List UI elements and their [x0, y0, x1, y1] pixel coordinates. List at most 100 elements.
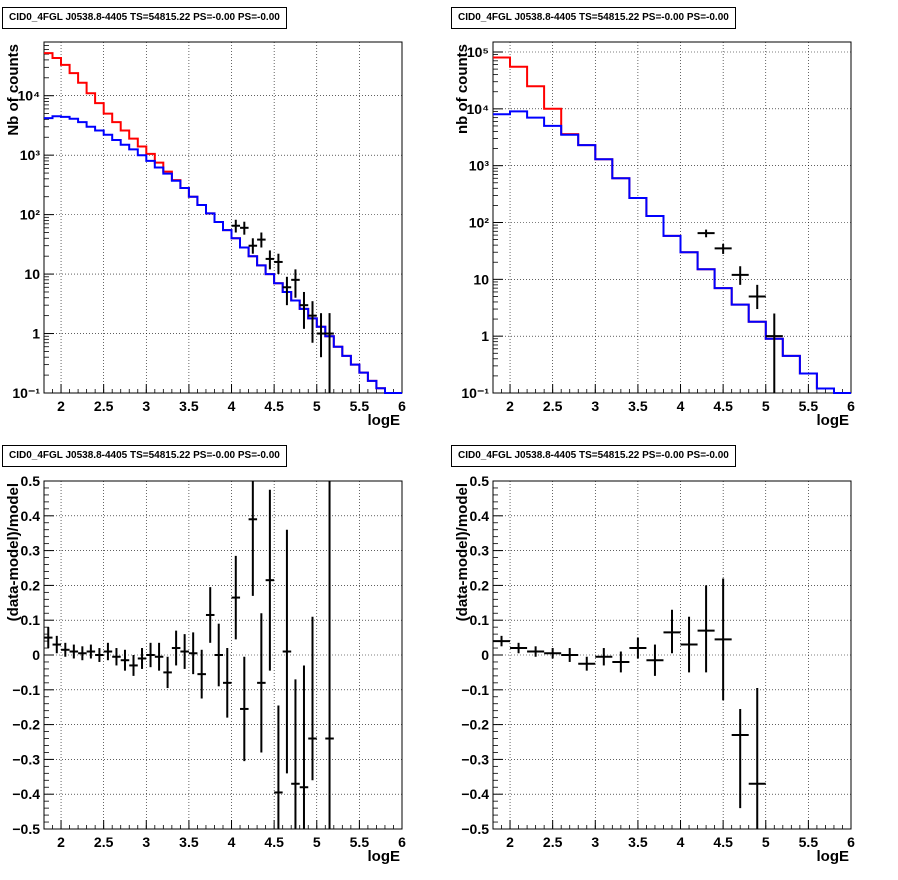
y-tick-label: 10⁻¹ — [12, 385, 40, 401]
x-tick-label: 5.5 — [799, 398, 819, 414]
y-tick-label: 1 — [32, 326, 40, 342]
data-point — [248, 238, 258, 254]
data-point — [274, 253, 283, 275]
y-tick-label: 10 — [473, 271, 489, 287]
y-tick-label: −0.3 — [461, 751, 489, 767]
residual-point — [146, 642, 155, 668]
y-tick-label: 0.3 — [470, 543, 490, 559]
residual-point — [52, 635, 62, 654]
x-tick-label: 6 — [398, 834, 406, 850]
y-tick-label: 10⁻¹ — [461, 385, 489, 401]
x-tick-label: 6 — [847, 834, 855, 850]
residual-point — [69, 644, 79, 659]
residual-point — [137, 648, 147, 669]
y-tick-label: −0.1 — [461, 682, 489, 698]
y-tick-label: 10⁴ — [18, 88, 41, 104]
residual-point — [325, 481, 334, 829]
residual-point — [188, 632, 198, 675]
residual-point — [154, 642, 164, 671]
x-tick-label: 2 — [57, 834, 65, 850]
plot-title: CID0_4FGL J0538.8-4405 TS=54815.22 PS=-0… — [451, 445, 736, 467]
residual-point — [240, 656, 249, 762]
x-tick-label: 5 — [762, 398, 770, 414]
x-axis-label: logE — [817, 848, 850, 865]
x-tick-label: 3.5 — [179, 834, 199, 850]
residual-point — [231, 555, 241, 640]
residual-point — [197, 649, 206, 699]
residual-point — [663, 609, 681, 654]
x-tick-label: 3 — [591, 834, 599, 850]
residual-point — [299, 665, 309, 829]
y-tick-label: 10² — [469, 215, 490, 231]
residual-point — [214, 623, 223, 687]
hist-series-1 — [493, 110, 851, 394]
residual-point — [612, 651, 630, 673]
x-tick-label: 3.5 — [179, 398, 199, 414]
y-tick-label: −0.4 — [461, 786, 489, 802]
residual-point — [248, 481, 258, 596]
x-tick-label: 5 — [762, 834, 770, 850]
x-tick-label: 5.5 — [350, 398, 370, 414]
data-point — [308, 301, 317, 343]
residual-point — [163, 656, 172, 689]
data-point — [299, 291, 309, 329]
y-tick-label: −0.5 — [12, 821, 40, 837]
pad-counts-right: CID0_4FGL J0538.8-4405 TS=54815.22 PS=-0… — [449, 0, 898, 437]
y-tick-label: 0.2 — [470, 577, 490, 593]
pad-residuals-left: CID0_4FGL J0538.8-4405 TS=54815.22 PS=-0… — [0, 437, 449, 875]
residual-point — [544, 648, 562, 659]
y-tick-label: 0.2 — [21, 577, 41, 593]
x-tick-label: 3 — [142, 398, 150, 414]
x-axis-label: logE — [817, 412, 850, 429]
residual-point — [510, 642, 528, 654]
y-tick-label: 0.1 — [21, 612, 41, 628]
x-tick-label: 6 — [847, 398, 855, 414]
y-tick-label: −0.2 — [461, 717, 489, 733]
y-tick-label: 10⁵ — [467, 44, 489, 60]
residual-point — [282, 529, 292, 774]
x-tick-label: 2.5 — [94, 834, 114, 850]
x-tick-label: 4 — [228, 834, 236, 850]
x-tick-label: 3.5 — [628, 398, 648, 414]
y-axis-label: Nb of counts — [5, 44, 22, 136]
residual-point — [223, 648, 232, 718]
residual-point — [714, 578, 732, 701]
x-tick-label: 6 — [398, 398, 406, 414]
residual-point — [493, 635, 511, 647]
x-tick-label: 5 — [313, 834, 321, 850]
residual-point — [680, 616, 698, 673]
x-tick-label: 2 — [57, 398, 65, 414]
residual-point — [561, 648, 579, 662]
residual-point — [61, 642, 70, 657]
residual-point — [95, 648, 104, 662]
residual-point — [103, 642, 113, 661]
data-point — [282, 276, 292, 306]
pad-counts-left: CID0_4FGL J0538.8-4405 TS=54815.22 PS=-0… — [0, 0, 449, 437]
y-tick-label: 0.4 — [470, 508, 490, 524]
data-point — [316, 313, 326, 358]
residual-point — [205, 587, 215, 643]
x-tick-label: 5.5 — [799, 834, 819, 850]
x-tick-label: 2.5 — [94, 398, 114, 414]
y-tick-label: 10² — [20, 207, 41, 223]
residual-point — [629, 637, 647, 659]
data-point — [265, 250, 275, 270]
residual-point — [595, 648, 613, 666]
x-tick-label: 4 — [228, 398, 236, 414]
residual-point — [78, 646, 87, 661]
data-point — [240, 221, 249, 235]
data-point — [748, 284, 766, 310]
plot-title: CID0_4FGL J0538.8-4405 TS=54815.22 PS=-0… — [451, 7, 736, 29]
y-tick-label: 10⁴ — [467, 101, 490, 117]
y-tick-label: 0 — [481, 647, 489, 663]
x-tick-label: 2 — [506, 398, 514, 414]
plot-frame — [43, 41, 403, 394]
x-tick-label: 3.5 — [628, 834, 648, 850]
residual-point — [180, 634, 189, 669]
residual-point — [578, 656, 596, 671]
y-tick-label: 0.5 — [470, 473, 490, 489]
x-tick-label: 3 — [142, 834, 150, 850]
plot-title: CID0_4FGL J0538.8-4405 TS=54815.22 PS=-0… — [2, 445, 287, 467]
